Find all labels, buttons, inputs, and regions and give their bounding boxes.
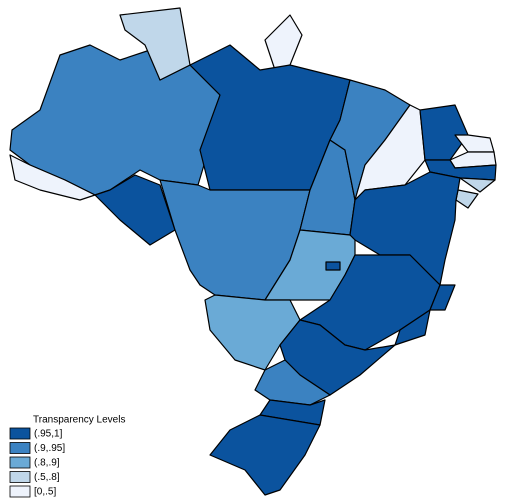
state-mato-grosso-do-sul	[204, 294, 301, 371]
state-rio-grande-do-sul	[209, 414, 321, 496]
legend-label: (.5,.8]	[34, 472, 60, 483]
state-rio-grande-do-norte	[454, 134, 495, 153]
state-distrito-federal	[325, 261, 341, 271]
state-rondonia	[94, 174, 176, 246]
state-sao-paulo	[279, 319, 396, 396]
state-espirito-santo	[429, 284, 456, 311]
state-parana	[254, 359, 331, 406]
state-acre	[9, 154, 96, 201]
state-ceara	[419, 104, 469, 161]
legend-title: Transparency Levels	[33, 415, 125, 426]
legend-label: (.9,.95]	[34, 443, 65, 454]
legend-swatch	[9, 485, 31, 498]
legend-swatch	[9, 456, 31, 469]
states	[9, 7, 497, 496]
legend-label: (.95,1]	[34, 429, 63, 440]
state-bahia	[349, 171, 461, 286]
state-rio-de-janeiro	[394, 309, 431, 346]
legend-swatch	[9, 471, 31, 483]
legend-swatch	[9, 427, 31, 440]
state-amapa	[264, 14, 303, 71]
legend-label: (.8,.9]	[34, 458, 60, 469]
legend: Transparency Levels (.95,1] (.9,.95] (.8,.…	[9, 415, 125, 498]
state-roraima	[119, 7, 191, 81]
legend-swatch	[9, 442, 31, 454]
legend-label: [0,.5]	[34, 487, 56, 498]
state-alagoas	[459, 177, 496, 193]
state-sergipe	[455, 189, 479, 209]
